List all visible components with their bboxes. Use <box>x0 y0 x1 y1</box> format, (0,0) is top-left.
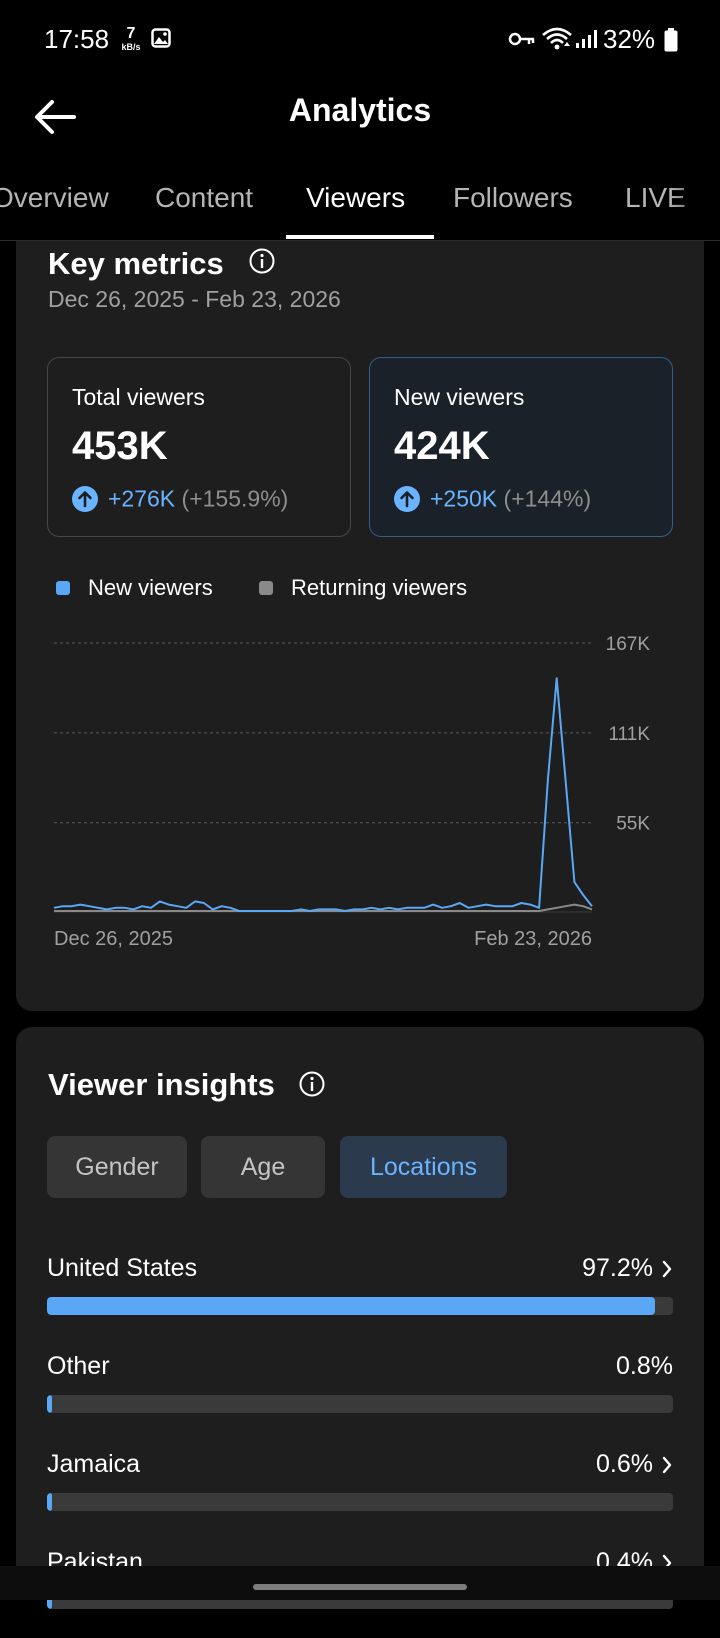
legend-swatch-new <box>56 581 70 596</box>
info-icon[interactable] <box>298 1070 326 1098</box>
chip-age[interactable]: Age <box>201 1136 325 1198</box>
network-speed-unit: kB/s <box>121 42 141 52</box>
location-name: United States <box>47 1254 198 1282</box>
total-viewers-value: 453K <box>72 424 168 468</box>
location-row-other: Other 0.8% <box>47 1352 673 1442</box>
location-bar <box>47 1395 673 1413</box>
tab-bar: Overview Content Viewers Followers LIVE <box>0 160 720 241</box>
status-bar: 17:58 7 kB/s 32% <box>0 0 720 80</box>
chart-y-tick-label: 55K <box>616 814 650 835</box>
home-indicator[interactable] <box>253 1584 467 1590</box>
location-bar-fill <box>47 1297 656 1315</box>
system-navigation-bar <box>0 1566 720 1600</box>
viewer-insights-card: Viewer insights Gender Age Locations Uni… <box>16 1027 704 1609</box>
total-viewers-card[interactable]: Total viewers 453K +276K (+155.9%) <box>47 357 351 537</box>
chart-y-tick-label: 167K <box>606 634 651 655</box>
location-name: Other <box>47 1352 110 1380</box>
location-percentage: 0.8% <box>616 1352 673 1381</box>
legend-new-viewers[interactable]: New viewers <box>56 574 213 601</box>
location-row-united-states[interactable]: United States 97.2% <box>47 1254 673 1344</box>
location-bar-fill <box>47 1493 52 1511</box>
new-viewers-card[interactable]: New viewers 424K +250K (+144%) <box>369 357 673 537</box>
gallery-icon <box>151 28 171 48</box>
chip-gender[interactable]: Gender <box>47 1136 187 1198</box>
chip-locations[interactable]: Locations <box>340 1136 507 1198</box>
location-row-jamaica[interactable]: Jamaica 0.6% <box>47 1450 673 1540</box>
chart-series-line-new-viewers <box>53 677 593 912</box>
legend-returning-viewers[interactable]: Returning viewers <box>259 574 467 601</box>
tab-overview[interactable]: Overview <box>0 182 109 213</box>
signal-icon <box>576 30 597 48</box>
location-percentage-value: 97.2% <box>582 1254 653 1282</box>
location-bar <box>47 1297 673 1315</box>
tab-followers[interactable]: Followers <box>453 182 573 213</box>
active-tab-indicator <box>286 235 434 239</box>
location-bar-fill <box>47 1395 52 1413</box>
new-viewers-label: New viewers <box>394 384 525 410</box>
chart-y-tick-label: 111K <box>608 724 650 745</box>
status-time: 17:58 <box>44 24 110 54</box>
new-viewers-change-abs: +250K <box>430 485 498 512</box>
chevron-right-icon <box>662 1261 672 1278</box>
network-speed-value: 7 <box>126 25 136 42</box>
legend-swatch-returning <box>259 581 273 596</box>
total-viewers-label: Total viewers <box>72 384 205 410</box>
legend-label-returning: Returning viewers <box>291 575 468 601</box>
wifi-icon <box>542 27 572 50</box>
info-icon[interactable] <box>248 247 276 275</box>
new-viewers-change-pct: (+144%) <box>503 485 592 512</box>
chart-x-tick-label: Dec 26, 2025 <box>54 928 173 950</box>
viewer-insights-title: Viewer insights <box>48 1067 275 1102</box>
battery-percentage: 32% <box>603 24 656 54</box>
network-speed: 7 kB/s <box>116 26 146 52</box>
chevron-right-icon <box>662 1457 672 1474</box>
page-title: Analytics <box>288 92 432 128</box>
chart-x-tick-label: Feb 23, 2026 <box>474 928 592 950</box>
total-viewers-change: +276K (+155.9%) <box>72 484 288 512</box>
tab-content[interactable]: Content <box>155 182 254 213</box>
location-name: Jamaica <box>47 1450 141 1478</box>
arrow-up-circle-icon <box>394 485 420 512</box>
key-icon <box>508 32 535 46</box>
key-metrics-title: Key metrics <box>48 246 224 281</box>
location-percentage-value: 0.8% <box>616 1352 673 1380</box>
app-header <box>0 80 720 160</box>
date-range: Dec 26, 2025 - Feb 23, 2026 <box>48 286 341 312</box>
viewers-line-chart[interactable]: 167K 111K 55K Dec 26, 2025 Feb 23, 2026 <box>16 621 704 951</box>
new-viewers-change: +250K (+144%) <box>394 484 591 512</box>
key-metrics-card: Key metrics Dec 26, 2025 - Feb 23, 2026 … <box>16 241 704 1011</box>
total-viewers-change-pct: (+155.9%) <box>181 485 289 512</box>
arrow-up-circle-icon <box>72 485 98 512</box>
tabs-fade <box>670 160 720 240</box>
location-percentage-value: 0.6% <box>596 1450 653 1478</box>
chart-series-line-returning-viewers <box>54 903 593 912</box>
total-viewers-change-abs: +276K <box>108 485 176 512</box>
location-bar <box>47 1493 673 1511</box>
back-button[interactable] <box>30 90 80 140</box>
tab-viewers[interactable]: Viewers <box>306 182 406 213</box>
location-percentage: 0.6% <box>596 1450 673 1479</box>
battery-icon <box>664 28 678 52</box>
location-percentage: 97.2% <box>582 1254 673 1283</box>
new-viewers-value: 424K <box>394 424 490 468</box>
legend-label-new: New viewers <box>88 575 213 601</box>
